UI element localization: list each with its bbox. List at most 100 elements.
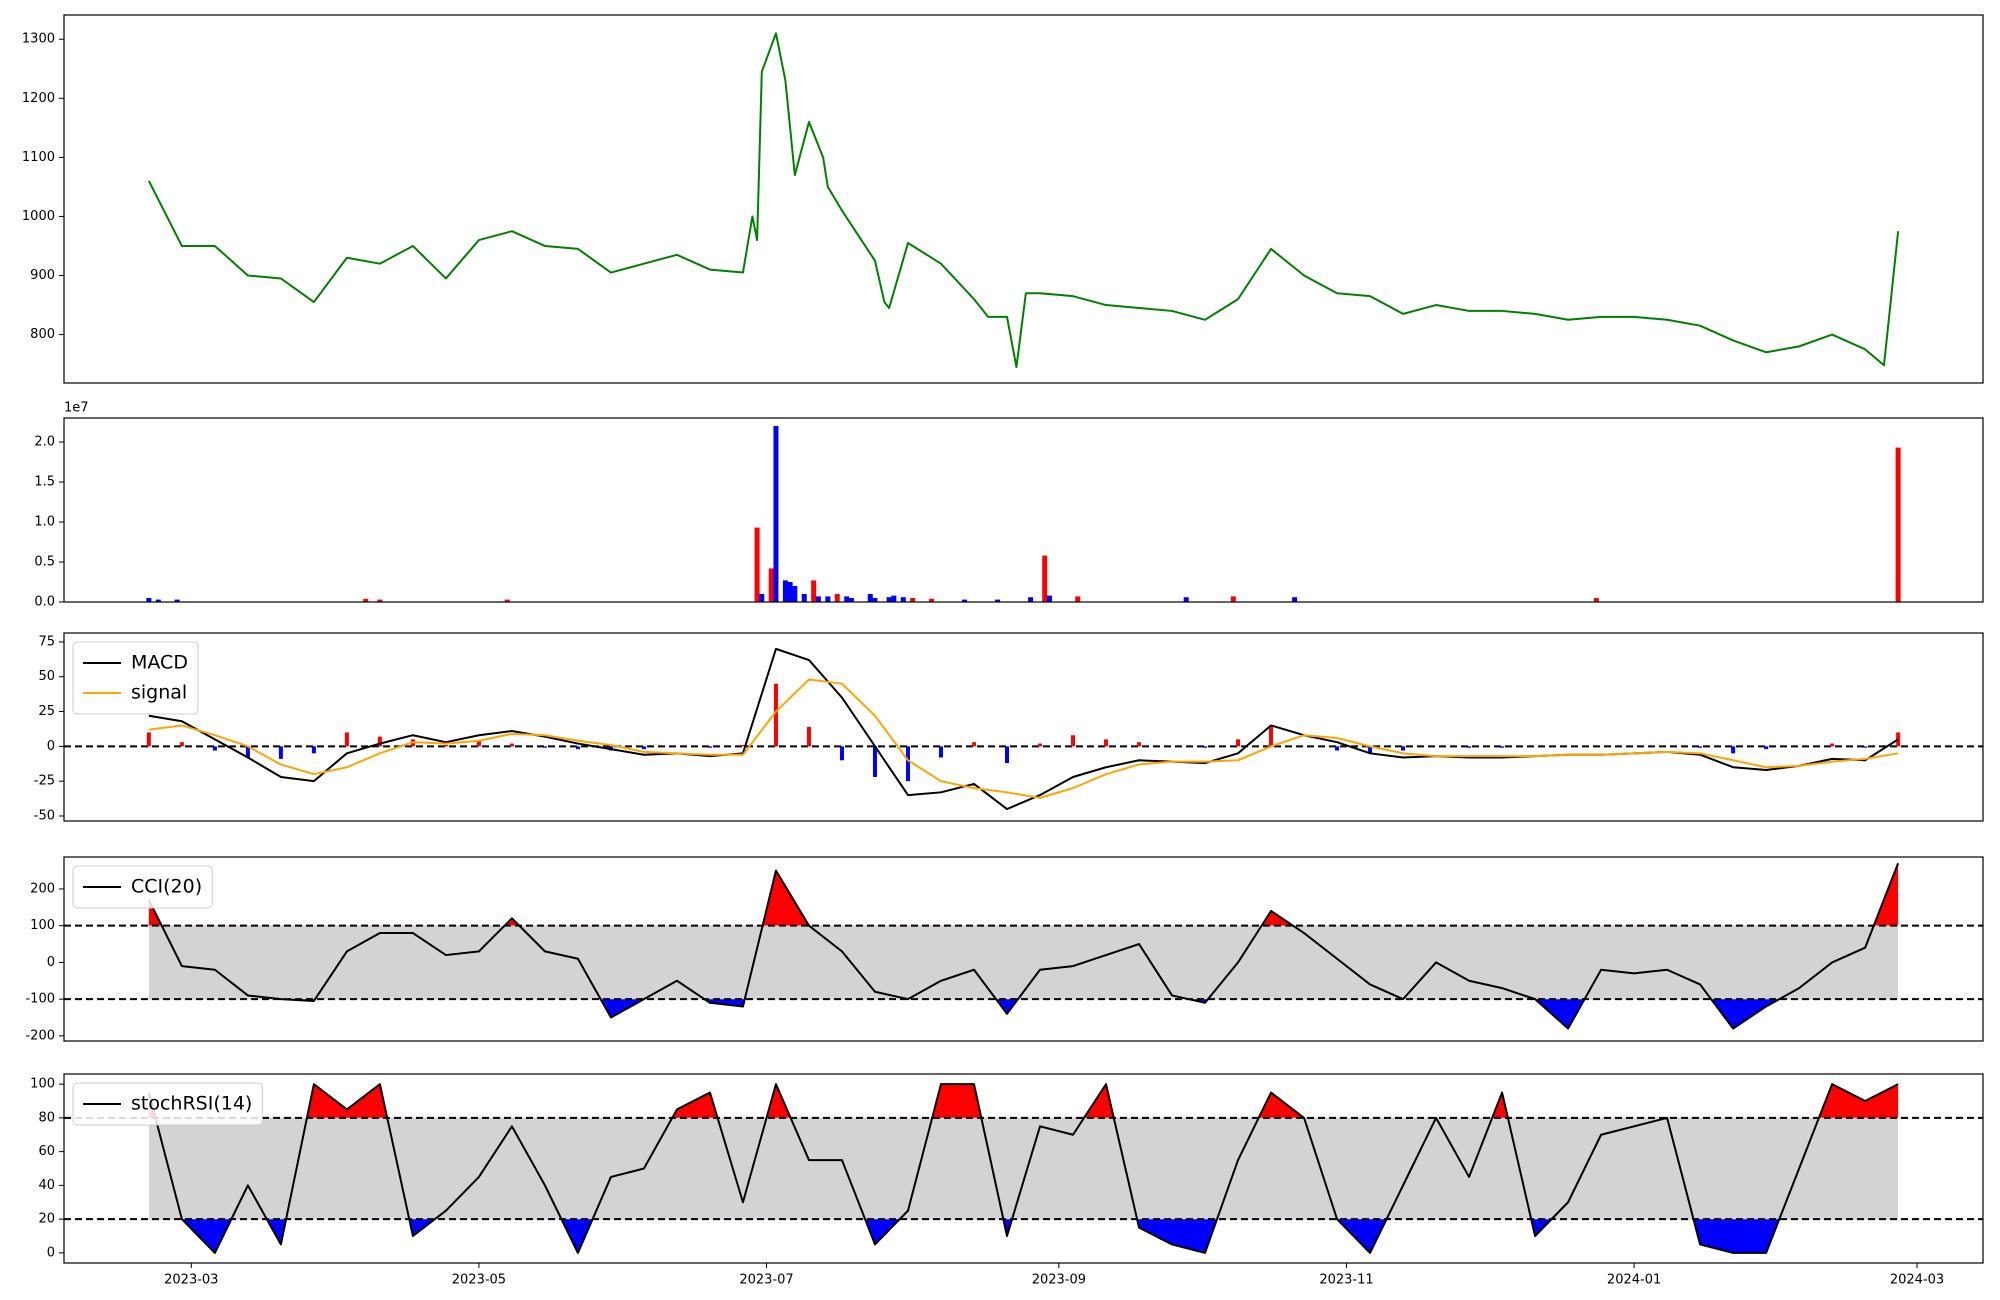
histogram-bar [1401,746,1406,751]
histogram-bar [806,726,811,747]
volume-bar [1028,597,1034,602]
x-tick-label: 2023-11 [1319,1273,1373,1288]
y-tick-label: -25 [34,774,55,789]
volume-bar [782,580,788,602]
histogram-bar [707,746,712,748]
x-tick-label: 2024-03 [1890,1273,1944,1288]
volume-bar [363,598,369,602]
y-tick-label: 1200 [22,91,55,106]
legend-label: CCI(20) [131,876,202,898]
y-tick-label: 1.5 [34,475,55,490]
y-tick-label: 0 [47,955,55,970]
histogram-bar [1004,746,1009,764]
oversold-fill [148,999,1899,1029]
volume-bar [773,426,779,602]
y-tick-label: 0.0 [34,595,55,610]
legend-label: signal [131,682,187,704]
neutral-band [148,1117,1899,1220]
volume-bar [1593,598,1599,602]
axes-frame [63,14,1984,384]
series-line [147,32,1900,369]
volume-bar [929,598,935,602]
y-tick-label: -50 [34,808,55,823]
x-tick-label: 2023-07 [739,1273,793,1288]
histogram-bar [1830,743,1835,747]
axes-frame [63,417,1984,603]
legend: CCI(20) [72,865,213,909]
y-tick-label: 40 [38,1178,55,1193]
histogram-bar [1236,739,1241,747]
y-tick-label: 0.5 [34,555,55,570]
volume-bar [155,599,161,602]
histogram-bar [311,746,316,754]
series-line [147,1083,1899,1254]
histogram-bar [938,746,943,758]
histogram-bar [1368,746,1373,754]
histogram-bar [1467,746,1472,748]
volume-bar [1042,555,1048,602]
volume-bar [910,598,916,602]
legend-box [72,865,213,909]
histogram-bar [1863,746,1868,748]
x-tick-label: 2023-05 [452,1273,506,1288]
histogram-bar [905,746,910,782]
volume-bar [801,594,807,602]
volume-bar [867,594,873,602]
histogram-bar [1203,746,1208,748]
volume-bar [900,597,906,602]
y-tick-label: 20 [38,1212,55,1227]
histogram-bar [443,744,448,747]
volume-bar [759,594,765,602]
histogram-bar [509,743,514,747]
volume-bar [1292,597,1298,602]
histogram-bar [146,732,151,747]
y-tick-label: -100 [25,992,55,1007]
legend-box [72,641,199,715]
legend: stochRSI(14) [72,1082,263,1126]
histogram-bar [773,683,778,747]
histogram-bar [377,736,382,747]
y-tick-label: 1.0 [34,515,55,530]
histogram-bar [872,746,877,777]
volume-bar [377,599,383,602]
volume-bar [844,596,850,602]
volume-bar [504,599,510,602]
y-tick-label: 200 [30,881,55,896]
histogram-bar [1896,732,1901,747]
volume-bar [825,596,831,602]
x-tick-label: 2023-09 [1032,1273,1086,1288]
panel: 1e7 0.0 0.5 1.0 1.5 2.0 [34,401,1984,610]
histogram-bar [476,740,481,747]
y-tick-label: 0 [47,739,55,754]
y-tick-label: 80 [38,1110,55,1125]
y-tick-label: 75 [38,634,55,649]
y-tick-label: 100 [30,1077,55,1092]
panel: CCI(20) -200 -100 0 100 200 [25,856,1984,1043]
panel: 800 900 1000 1100 1200 1300 [22,14,1984,384]
volume-bar [1183,597,1189,602]
histogram-bar [839,746,844,761]
histogram-bar [1698,746,1703,748]
volume-bar [768,568,774,602]
histogram-bar [1764,746,1769,750]
volume-bar [848,598,854,602]
volume-bar [754,527,760,602]
volume-bar [1230,596,1236,602]
histogram-bar [278,746,283,759]
legend-label: stochRSI(14) [131,1093,252,1115]
volume-bar [834,594,840,602]
histogram-bar [1104,739,1109,747]
y-tick-label: 100 [30,918,55,933]
offset-label: 1e7 [64,401,89,416]
volume-bar [891,595,897,602]
series-line [148,647,1899,811]
histogram-bar [1500,746,1505,748]
histogram-bar [344,732,349,747]
volume-bar [962,599,968,602]
series-line [148,678,1899,799]
histogram-bar [212,746,217,751]
x-tick-label: 2024-01 [1607,1273,1661,1288]
histogram-bar [1269,725,1274,747]
